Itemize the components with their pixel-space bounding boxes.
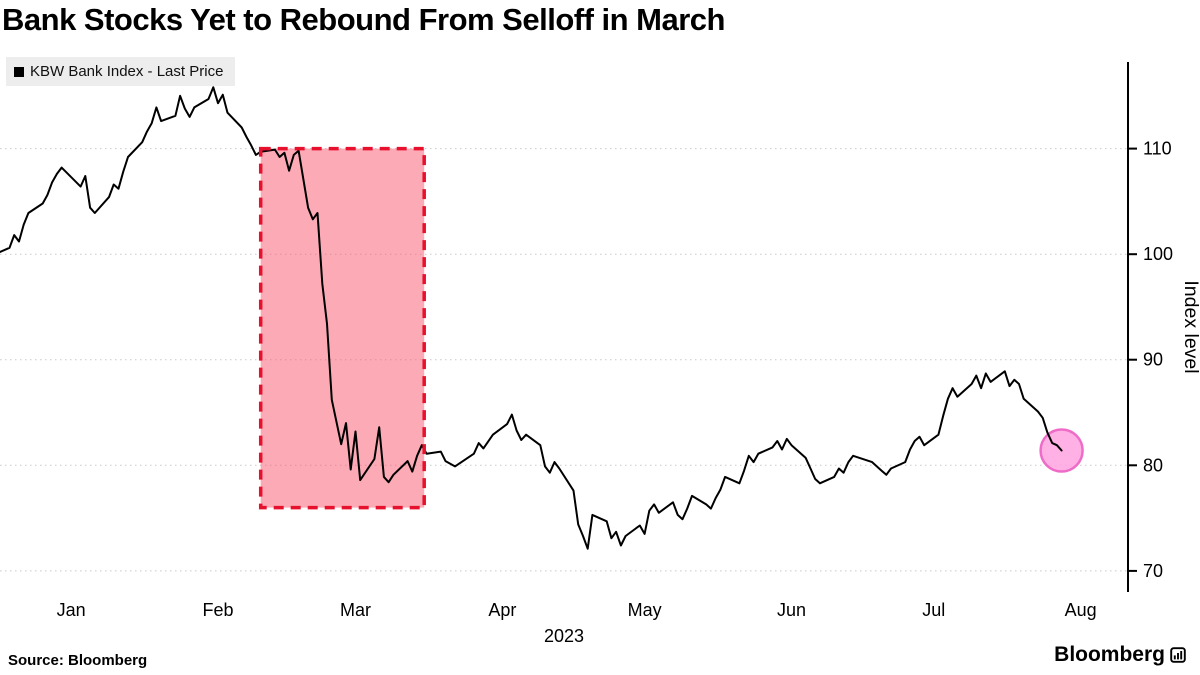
legend-square-swatch (14, 66, 24, 77)
y-tick-label: 110 (1143, 139, 1172, 159)
month-tick-label: Jul (922, 600, 945, 620)
y-tick-label: 90 (1143, 350, 1163, 370)
month-tick-label: May (628, 600, 662, 620)
y-axis-title: Index level (1180, 280, 1200, 373)
y-tick-label: 100 (1143, 244, 1173, 264)
month-tick-label: Jun (777, 600, 806, 620)
legend: KBW Bank Index - Last Price (6, 57, 236, 86)
month-tick-label: Aug (1065, 600, 1097, 620)
price-line (0, 86, 1063, 550)
month-tick-label: Apr (488, 600, 516, 620)
bloomberg-logo: Bloomberg (1054, 643, 1186, 667)
month-tick-label: Jan (57, 600, 86, 620)
year-label: 2023 (544, 626, 584, 646)
month-tick-label: Feb (202, 600, 233, 620)
month-tick-label: Mar (340, 600, 371, 620)
bloomberg-wordmark: Bloomberg (1054, 643, 1165, 666)
y-tick-label: 70 (1143, 561, 1163, 581)
legend-label: KBW Bank Index - Last Price (30, 63, 224, 80)
chart-title: Bank Stocks Yet to Rebound From Selloff … (2, 2, 725, 37)
y-tick-label: 80 (1143, 455, 1163, 475)
source-note: Source: Bloomberg (8, 652, 148, 669)
selloff-highlight-border (258, 146, 426, 510)
selloff-highlight-fill (260, 148, 425, 508)
mini-bar-chart-icon (1170, 647, 1186, 663)
